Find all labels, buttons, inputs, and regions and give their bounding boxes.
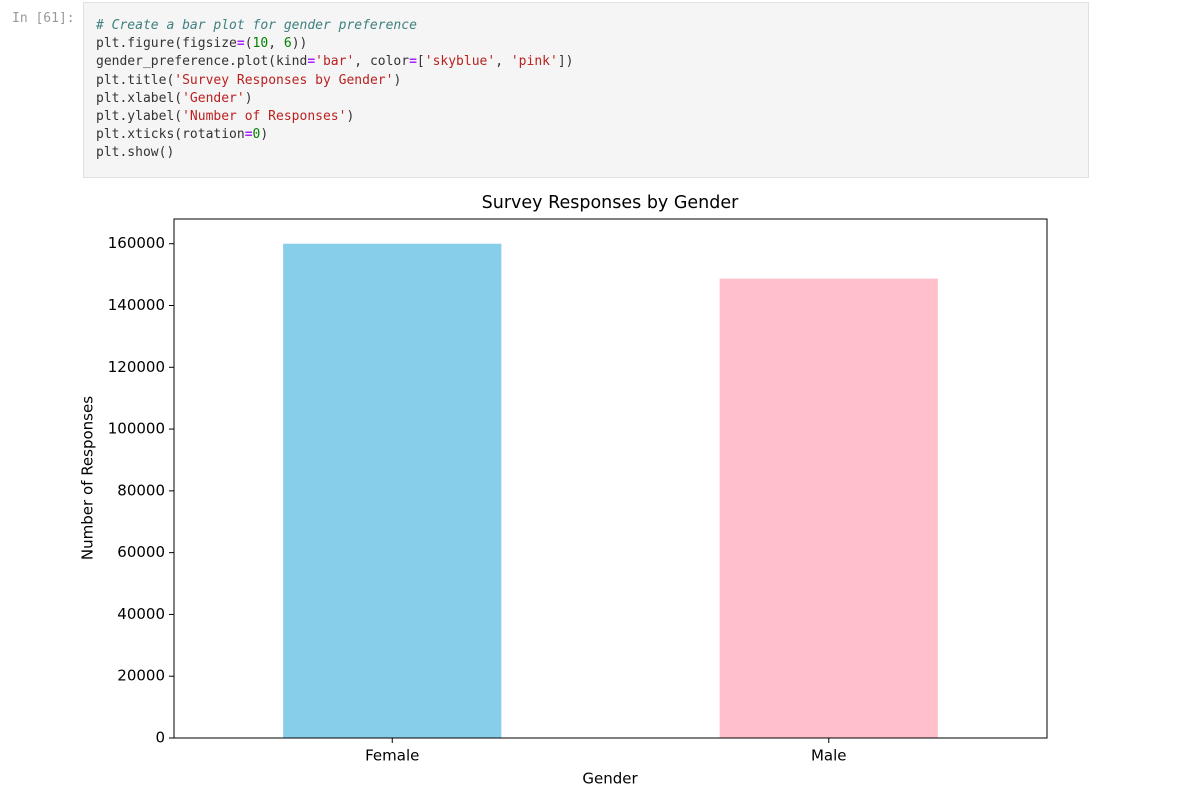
code-line: plt.title('Survey Responses by Gender') <box>96 72 402 88</box>
y-tick-label: 80000 <box>117 481 165 499</box>
code-line: plt.xlabel('Gender') <box>96 90 253 106</box>
bar <box>719 278 938 738</box>
code: # Create a bar plot for gender preferenc… <box>96 17 573 163</box>
y-tick-label: 120000 <box>108 358 165 376</box>
chart-title: Survey Responses by Gender <box>482 193 739 213</box>
y-tick-label: 0 <box>155 729 165 747</box>
y-tick-label: 100000 <box>108 420 165 438</box>
y-tick-label: 40000 <box>117 605 165 623</box>
code-line: plt.show() <box>96 145 175 161</box>
y-tick-label: 20000 <box>117 667 165 685</box>
x-tick-label: Male <box>811 747 847 765</box>
x-tick-label: Female <box>365 747 419 765</box>
plot-frame <box>173 218 1048 739</box>
code-line: plt.ylabel('Number of Responses') <box>96 109 355 125</box>
y-tick-label: 60000 <box>117 543 165 561</box>
y-axis-label: Number of Responses <box>79 396 97 560</box>
code-line: plt.figure(figsize=(10, 6)) <box>96 36 308 52</box>
code-line: plt.xticks(rotation=0) <box>96 127 269 143</box>
code-cell[interactable]: # Create a bar plot for gender preferenc… <box>83 2 1089 178</box>
code-line: gender_preference.plot(kind='bar', color… <box>96 54 574 70</box>
bar <box>283 243 502 738</box>
cell-prompt: In [61]: <box>12 11 75 26</box>
y-tick-label: 140000 <box>108 296 165 314</box>
code-line: # Create a bar plot for gender preferenc… <box>96 18 417 33</box>
x-axis-label: Gender <box>582 770 638 788</box>
y-tick-label: 160000 <box>108 234 165 252</box>
